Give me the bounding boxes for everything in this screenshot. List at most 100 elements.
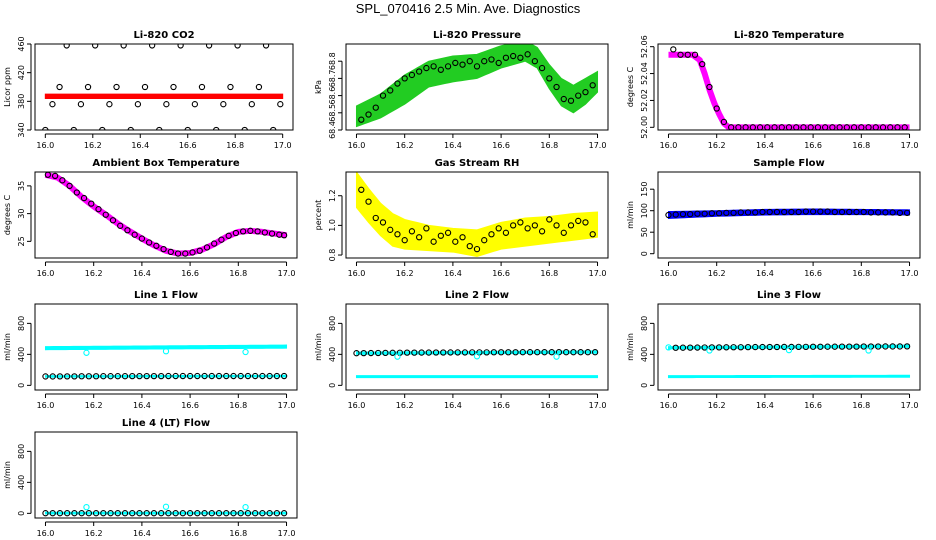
data-point	[752, 209, 759, 216]
data-point	[517, 54, 524, 61]
data-point	[723, 209, 730, 216]
data-point	[71, 373, 78, 380]
plot-area	[42, 44, 284, 130]
data-point	[70, 126, 77, 130]
data-point	[737, 209, 744, 216]
data-point	[266, 510, 273, 517]
data-point	[679, 210, 687, 218]
chart-title: Li-820 Temperature	[734, 30, 844, 41]
data-point	[136, 372, 143, 380]
y-axis-label: degrees C	[3, 194, 12, 235]
y-tick-label: 68.6	[328, 87, 337, 105]
data-point	[444, 63, 452, 70]
data-point	[831, 208, 838, 216]
chart-frame	[345, 171, 609, 259]
data-point	[817, 208, 824, 215]
data-point	[372, 214, 379, 222]
data-point	[252, 372, 259, 380]
data-point	[252, 510, 259, 517]
plot-area	[668, 46, 910, 130]
data-point	[277, 101, 284, 108]
data-point	[403, 349, 411, 356]
data-point	[379, 92, 387, 99]
data-point	[591, 349, 599, 356]
data-point	[788, 208, 795, 216]
data-point	[432, 349, 440, 356]
data-point	[394, 353, 401, 360]
data-point	[553, 222, 560, 229]
data-point	[781, 208, 788, 216]
y-tick-label: 800	[328, 316, 337, 331]
data-point	[497, 349, 505, 356]
plot-area	[665, 343, 911, 379]
y-tick-label: 800	[17, 316, 26, 331]
data-point	[232, 229, 240, 237]
x-tick-label: 16.8	[229, 529, 247, 538]
data-point	[665, 211, 672, 219]
data-point	[174, 250, 182, 257]
data-point	[134, 101, 142, 108]
data-point	[589, 82, 596, 89]
data-point	[524, 51, 531, 58]
chart-title: Li-820 Pressure	[433, 30, 521, 41]
data-point	[701, 344, 708, 351]
data-point	[809, 343, 817, 350]
data-point	[114, 510, 121, 517]
data-point	[665, 344, 672, 351]
x-tick-label: 16.0	[660, 269, 678, 278]
data-point	[708, 210, 716, 217]
data-point	[42, 126, 49, 130]
data-point	[64, 510, 71, 517]
chart-frame	[34, 303, 298, 391]
data-point	[418, 349, 425, 356]
chart-frame	[657, 303, 921, 391]
x-tick-label: 16.6	[492, 401, 510, 410]
data-point	[172, 510, 179, 517]
data-point	[223, 372, 230, 380]
x-tick-label: 16.4	[756, 401, 774, 410]
data-point	[473, 245, 481, 253]
chart-panel: 16.0 16.2 16.4 16.6 16.8 17.0 0.8 1.0 1.2 percent…	[314, 158, 609, 278]
data-point	[170, 83, 177, 91]
data-point	[903, 209, 911, 216]
data-point	[766, 208, 773, 216]
y-tick-label: 52.02	[640, 89, 649, 112]
data-point	[266, 372, 273, 380]
y-tick-label: 68.7	[328, 69, 337, 87]
data-point	[584, 349, 592, 356]
data-point	[802, 208, 810, 215]
x-tick-label: 16.2	[85, 529, 103, 538]
chart-title: Line 4 (LT) Flow	[122, 418, 210, 429]
data-point	[223, 510, 230, 517]
data-point	[459, 61, 466, 68]
data-point	[109, 217, 117, 224]
data-point	[124, 227, 131, 234]
data-point	[495, 225, 502, 232]
data-point	[83, 349, 90, 356]
data-point	[440, 349, 447, 356]
data-point	[553, 83, 560, 91]
x-tick-label: 16.8	[852, 269, 870, 278]
y-tick-label: 0	[640, 383, 649, 388]
chart-title: Line 3 Flow	[757, 290, 821, 301]
data-point	[447, 349, 454, 356]
chart-panel: 16.0 16.2 16.4 16.6 16.8 17.0 0 400 800 ml/min Lin…	[626, 290, 921, 410]
x-tick-label: 16.2	[708, 141, 726, 150]
y-tick-label: 400	[640, 347, 649, 362]
data-point	[49, 510, 56, 517]
data-point	[92, 510, 100, 517]
data-point	[203, 244, 211, 251]
data-point	[242, 348, 249, 356]
chart-panel: 16.0 16.2 16.4 16.6 16.8 17.0 340 380 420 460 Lico…	[3, 30, 294, 150]
y-tick-label: 0.8	[328, 249, 337, 262]
data-point	[744, 344, 752, 351]
data-point	[531, 58, 538, 65]
data-point	[158, 510, 165, 517]
data-point	[570, 349, 577, 356]
y-axis-label: kPa	[314, 80, 323, 94]
y-tick-label: 68.4	[328, 121, 337, 139]
y-tick-label: 380	[17, 94, 26, 109]
data-point	[205, 44, 213, 49]
x-tick-label: 16.0	[660, 401, 678, 410]
data-point	[196, 247, 203, 254]
